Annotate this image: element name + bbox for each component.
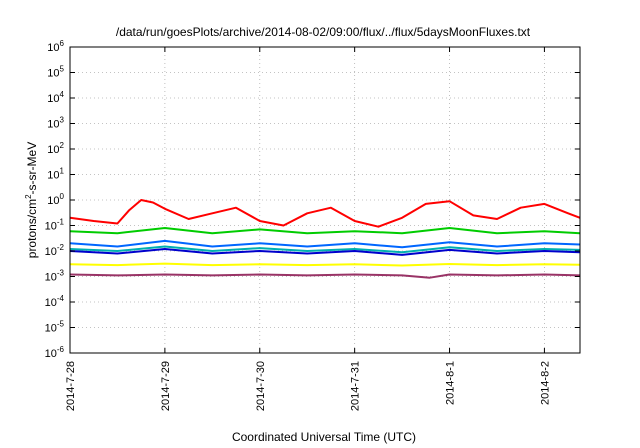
y-tick-label: 10-5: [45, 320, 65, 335]
y-tick-base: 10: [47, 119, 59, 131]
series-line-7: [69, 273, 581, 279]
y-tick-base: 10: [47, 144, 59, 156]
y-tick-label: 10-6: [45, 345, 65, 360]
y-tick-exponent: 6: [60, 39, 65, 48]
y-tick-label: 100: [47, 192, 64, 207]
y-tick-exponent: -1: [57, 218, 65, 227]
y-tick-exponent: 1: [60, 167, 65, 176]
y-tick-exponent: 2: [60, 141, 65, 150]
x-tick-label: 2014-7-28: [65, 361, 77, 411]
x-axis-label: Coordinated Universal Time (UTC): [232, 430, 416, 444]
series-line-3: [69, 245, 581, 254]
y-tick-label: 104: [47, 90, 64, 105]
y-axis-ticks: 10-610-510-410-310-210-11001011021031041…: [45, 39, 580, 360]
y-tick-label: 10-4: [45, 294, 65, 309]
y-axis-label-exponent: 2: [24, 194, 33, 199]
y-tick-exponent: 5: [60, 65, 65, 74]
y-tick-base: 10: [47, 195, 59, 207]
y-tick-label: 106: [47, 39, 64, 54]
y-tick-label: 102: [47, 141, 64, 156]
y-tick-base: 10: [45, 246, 57, 258]
y-tick-label: 10-1: [45, 218, 65, 233]
y-axis-label-main: protons/cm: [25, 199, 39, 258]
x-axis-ticks: 2014-7-28 2014-7-29 2014-7-30 2014-7-31 2014…: [65, 47, 551, 411]
y-tick-label: 10-3: [45, 269, 65, 284]
series-line-4: [69, 239, 581, 249]
y-tick-exponent: -2: [57, 243, 65, 252]
y-tick-exponent: 0: [60, 192, 65, 201]
y-axis-label: protons/cm2-s-sr-MeV: [24, 142, 39, 258]
y-tick-base: 10: [47, 93, 59, 105]
y-tick-exponent: -6: [57, 345, 65, 354]
y-tick-exponent: 4: [60, 90, 65, 99]
x-tick-label: 2014-7-29: [160, 361, 172, 411]
series-line-2: [69, 227, 581, 235]
y-tick-base: 10: [45, 221, 57, 233]
y-tick-exponent: -4: [57, 294, 65, 303]
y-tick-label: 10-2: [45, 243, 65, 258]
grid: [70, 47, 580, 353]
y-tick-base: 10: [47, 42, 59, 54]
y-tick-base: 10: [47, 68, 59, 80]
y-tick-base: 10: [45, 297, 57, 309]
y-tick-label: 101: [47, 167, 64, 182]
y-tick-base: 10: [45, 272, 57, 284]
y-tick-exponent: -5: [57, 320, 65, 329]
series-line-1: [69, 199, 581, 228]
y-axis-label-unit: -s-sr-MeV: [25, 142, 39, 195]
y-tick-base: 10: [45, 323, 57, 335]
y-tick-base: 10: [47, 170, 59, 182]
x-tick-label: 2014-8-1: [445, 361, 457, 405]
series-line-5: [69, 248, 581, 256]
x-tick-label: 2014-7-30: [255, 361, 267, 411]
y-tick-label: 103: [47, 116, 64, 131]
series-line-6: [69, 262, 581, 267]
series-layer: [69, 199, 581, 279]
y-tick-base: 10: [45, 348, 57, 360]
y-tick-label: 105: [47, 65, 64, 80]
y-tick-exponent: 3: [60, 116, 65, 125]
x-tick-label: 2014-8-2: [539, 361, 551, 405]
y-tick-exponent: -3: [57, 269, 65, 278]
x-tick-label: 2014-7-31: [350, 361, 362, 411]
chart-title: /data/run/goesPlots/archive/2014-08-02/0…: [116, 25, 531, 39]
